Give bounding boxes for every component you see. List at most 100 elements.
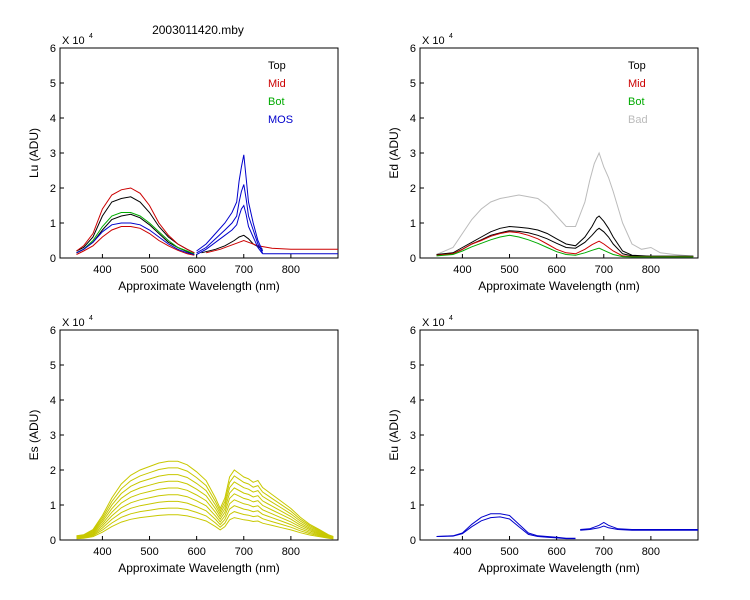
data-area	[76, 154, 338, 256]
panel-eu: 0 1 2 3 4 5 6 400 500 600 700 800 X 10 4 Approximate W…	[387, 315, 699, 575]
series-line	[76, 222, 195, 255]
y-multiplier: X 10	[62, 35, 85, 47]
y-multiplier-exponent: 4	[449, 315, 453, 322]
x-tick-label: 800	[282, 264, 300, 276]
y-tick-label: 4	[50, 113, 56, 125]
x-tick-label: 800	[642, 546, 660, 558]
series-line	[76, 480, 334, 538]
series-line	[205, 239, 338, 254]
legend-entry: Top	[268, 60, 286, 72]
y-tick-label: 6	[410, 43, 416, 55]
y-tick-label: 6	[50, 43, 56, 55]
y-tick-label: 3	[50, 430, 56, 442]
y-tick-label: 5	[410, 78, 416, 90]
y-multiplier: X 10	[422, 35, 445, 47]
series-es	[76, 460, 334, 540]
figure-title: 2003011420.mby	[152, 23, 244, 37]
x-tick-label: 400	[93, 546, 111, 558]
series-mid	[436, 231, 694, 258]
series-line	[76, 187, 195, 254]
legend-entry: Bot	[628, 96, 645, 108]
y-tick-label: 3	[410, 148, 416, 160]
x-tick-label: 400	[453, 546, 471, 558]
series-line	[436, 231, 694, 258]
x-tick-label: 800	[282, 546, 300, 558]
x-axis-label: Approximate Wavelength (nm)	[118, 561, 280, 575]
y-multiplier: X 10	[62, 317, 85, 329]
x-tick-label: 500	[140, 546, 158, 558]
legend-entry: Mid	[268, 78, 286, 90]
series-line	[436, 151, 694, 257]
y-tick-label: 0	[410, 535, 416, 547]
x-tick-label: 600	[547, 546, 565, 558]
series-line	[436, 215, 694, 257]
y-tick-label: 5	[50, 360, 56, 372]
plot-frame	[59, 329, 339, 541]
panel-ed: 0 1 2 3 4 5 6 400 500 600 700 800 X 10 4 Approximate W…	[387, 33, 699, 293]
y-tick-label: 2	[50, 183, 56, 195]
legend-entry: Bad	[628, 114, 648, 126]
legend-entry: Bot	[268, 96, 285, 108]
series-mid	[76, 187, 338, 256]
plot-frame	[59, 47, 339, 259]
series-eu	[436, 513, 698, 540]
y-tick-label: 1	[410, 500, 416, 512]
series-line	[76, 212, 195, 255]
x-axis-label: Approximate Wavelength (nm)	[478, 279, 640, 293]
y-axis-label: Ed (ADU)	[387, 127, 401, 178]
series-bad	[436, 151, 694, 257]
x-tick-label: 500	[140, 264, 158, 276]
y-tick-label: 2	[50, 465, 56, 477]
y-multiplier-exponent: 4	[89, 33, 93, 40]
y-tick-label: 6	[50, 325, 56, 337]
series-line	[76, 500, 334, 539]
x-tick-label: 600	[187, 264, 205, 276]
x-tick-label: 500	[500, 546, 518, 558]
series-line	[76, 514, 334, 540]
data-area	[436, 151, 694, 258]
legend-entry: Mid	[628, 78, 646, 90]
x-tick-label: 400	[93, 264, 111, 276]
series-line	[436, 234, 694, 258]
series-line	[201, 234, 263, 254]
series-line	[436, 227, 694, 257]
series-line	[196, 204, 264, 255]
y-tick-label: 2	[410, 183, 416, 195]
series-line	[196, 184, 264, 254]
y-tick-label: 0	[50, 535, 56, 547]
x-tick-label: 700	[235, 546, 253, 558]
plot-frame	[419, 329, 699, 541]
y-tick-label: 4	[410, 395, 416, 407]
y-axis-label: Lu (ADU)	[27, 128, 41, 178]
y-tick-label: 6	[410, 325, 416, 337]
series-line	[436, 513, 576, 539]
y-tick-label: 3	[410, 430, 416, 442]
panel-es: 0 1 2 3 4 5 6 400 500 600 700 800 X 10 4 Approximate W…	[27, 315, 339, 575]
series-line	[196, 154, 264, 252]
x-tick-label: 700	[595, 546, 613, 558]
y-axis-label: Es (ADU)	[27, 410, 41, 461]
y-multiplier-exponent: 4	[449, 33, 453, 40]
series-line	[436, 516, 576, 540]
data-area	[76, 460, 334, 540]
y-tick-label: 5	[410, 360, 416, 372]
series-line	[76, 226, 195, 256]
y-tick-label: 2	[410, 465, 416, 477]
x-axis-label: Approximate Wavelength (nm)	[478, 561, 640, 575]
x-tick-label: 400	[453, 264, 471, 276]
y-tick-label: 4	[410, 113, 416, 125]
y-multiplier-exponent: 4	[89, 315, 93, 322]
series-line	[76, 487, 334, 539]
y-axis-label: Eu (ADU)	[387, 409, 401, 460]
series-line	[580, 521, 698, 530]
y-tick-label: 1	[410, 218, 416, 230]
x-tick-label: 700	[595, 264, 613, 276]
y-tick-label: 0	[410, 253, 416, 265]
x-tick-label: 800	[642, 264, 660, 276]
x-tick-label: 600	[547, 264, 565, 276]
y-tick-label: 0	[50, 253, 56, 265]
x-tick-label: 600	[187, 546, 205, 558]
series-top	[436, 215, 694, 257]
series-line	[76, 494, 334, 539]
